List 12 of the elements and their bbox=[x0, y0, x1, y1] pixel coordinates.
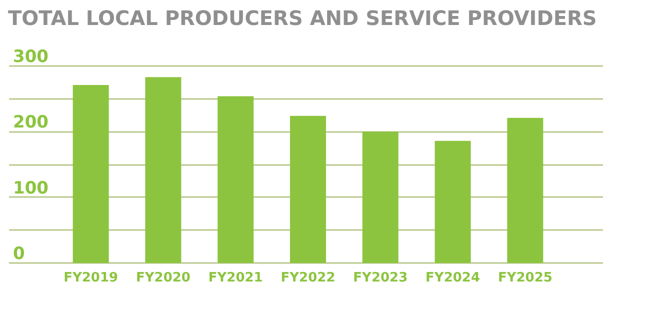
y-tick-label: 100 bbox=[13, 178, 49, 198]
x-tick-label: FY2020 bbox=[136, 270, 190, 286]
x-tick-label: FY2019 bbox=[64, 270, 118, 286]
x-tick-label: FY2024 bbox=[426, 270, 480, 286]
y-tick-label: 200 bbox=[13, 112, 49, 133]
x-tick-label: FY2025 bbox=[498, 270, 552, 286]
x-tick-label: FY2023 bbox=[353, 270, 408, 286]
y-tick-label: 300 bbox=[13, 47, 49, 67]
x-tick-label: FY2022 bbox=[280, 270, 336, 286]
x-tick-label: FY2021 bbox=[208, 270, 263, 286]
chart-title: TOTAL LOCAL PRODUCERS AND SERVICE PROVIDERS bbox=[7, 5, 598, 32]
y-tick-label: 0 bbox=[13, 244, 25, 264]
